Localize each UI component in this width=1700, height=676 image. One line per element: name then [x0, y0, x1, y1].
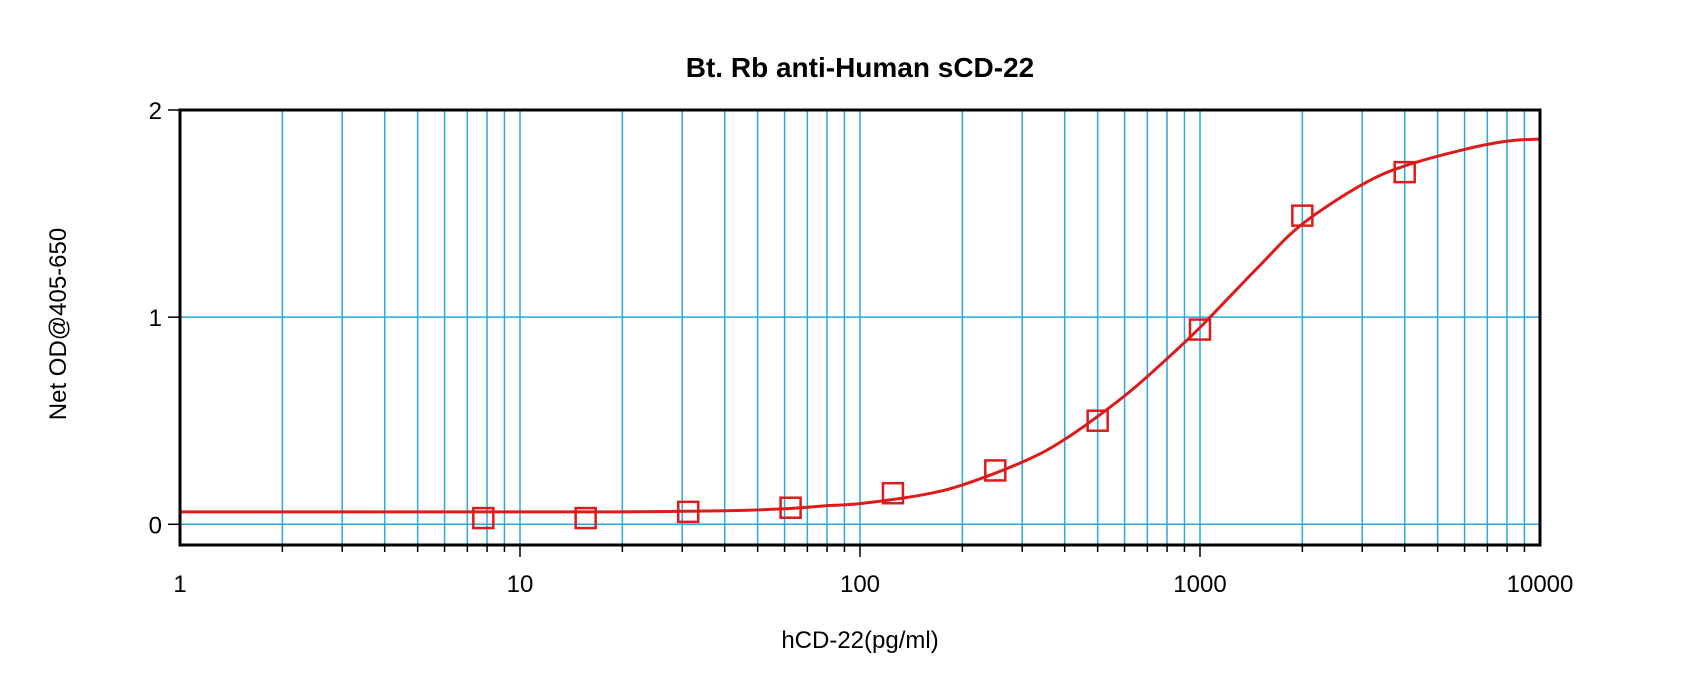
data-point-marker [779, 496, 802, 519]
x-axis-label: hCD-22(pg/ml) [781, 627, 938, 654]
data-point-marker [472, 506, 495, 530]
data-point-marker [1188, 318, 1212, 341]
x-tick-label: 1000 [1173, 571, 1226, 598]
data-point-marker [881, 481, 905, 505]
y-tick-label: 2 [149, 98, 162, 125]
y-axis-label: Net OD@405-650 [45, 228, 72, 420]
x-tick-label: 1 [173, 571, 186, 598]
chart-title: Bt. Rb anti-Human sCD-22 [686, 52, 1034, 83]
plot-frame [178, 108, 1542, 547]
data-point-marker [1393, 160, 1416, 184]
y-tick-label: 1 [149, 305, 162, 332]
tick-labels: 1 10 100 1000 10000 0 1 2 [149, 98, 1574, 598]
y-tick-label: 0 [149, 512, 162, 539]
x-tick-label: 10000 [1507, 571, 1574, 598]
grid [180, 109, 1540, 545]
data-point-marker [676, 500, 700, 524]
x-tick-label: 100 [840, 571, 880, 598]
data-point-marker [984, 459, 1007, 482]
data-point-marker [574, 506, 597, 530]
data-point-marker [1086, 409, 1109, 432]
x-tick-label: 10 [507, 571, 534, 598]
data-points [472, 160, 1416, 530]
axis-ticks [168, 109, 1526, 557]
data-point-marker [1291, 204, 1314, 227]
